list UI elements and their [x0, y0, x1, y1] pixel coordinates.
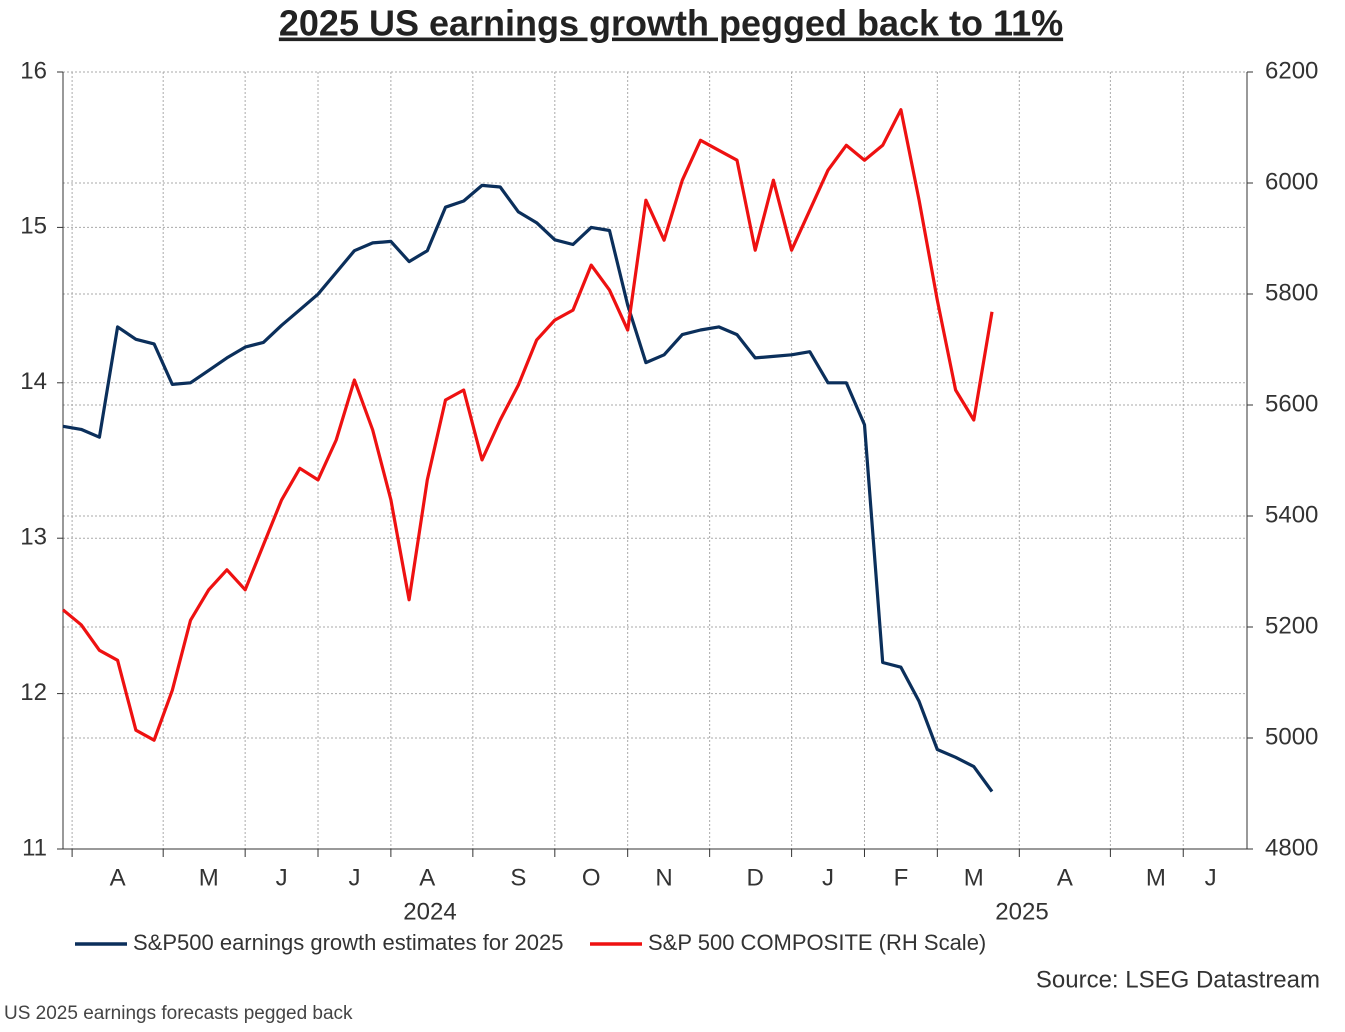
y2-tick-label: 5000 [1265, 723, 1318, 750]
x-tick-label: M [1146, 864, 1166, 891]
x-tick-label: S [510, 864, 526, 891]
y-tick-label: 11 [22, 834, 47, 861]
x-tick-label: M [199, 864, 219, 891]
y2-tick-label: 6000 [1265, 168, 1318, 195]
y-tick-label: 15 [20, 213, 47, 240]
x-tick-label: F [894, 864, 909, 891]
series-line [61, 108, 994, 742]
y-tick-label: 14 [20, 368, 47, 395]
year-label: 2025 [995, 898, 1048, 925]
chart-title: 2025 US earnings growth pegged back to 1… [279, 3, 1063, 44]
legend-label: S&P 500 COMPOSITE (RH Scale) [648, 930, 986, 955]
x-tick-label: A [419, 864, 435, 891]
x-tick-label: M [964, 864, 984, 891]
y2-tick-label: 5200 [1265, 612, 1318, 639]
x-tick-label: J [1205, 864, 1217, 891]
series-line [62, 183, 994, 793]
source: Source: LSEG Datastream [1036, 966, 1320, 993]
year-label: 2024 [403, 898, 456, 925]
y2-tick-label: 5800 [1265, 279, 1318, 306]
x-tick-label: J [276, 864, 288, 891]
x-tick-label: O [582, 864, 601, 891]
legend-label: S&P500 earnings growth estimates for 202… [133, 930, 563, 955]
y-tick-label: 12 [20, 679, 47, 706]
x-tick-label: A [1057, 864, 1073, 891]
x-tick-label: J [348, 864, 360, 891]
y2-tick-label: 4800 [1265, 834, 1318, 861]
x-tick-label: N [655, 864, 672, 891]
caption: US 2025 earnings forecasts pegged back [4, 1003, 353, 1024]
x-tick-label: A [110, 864, 126, 891]
y2-tick-label: 5400 [1265, 501, 1318, 528]
y-tick-label: 13 [20, 524, 47, 551]
x-tick-label: J [822, 864, 834, 891]
y2-tick-label: 5600 [1265, 390, 1318, 417]
x-tick-label: D [747, 864, 764, 891]
y2-tick-label: 6200 [1265, 57, 1318, 84]
y-tick-label: 16 [20, 57, 47, 84]
